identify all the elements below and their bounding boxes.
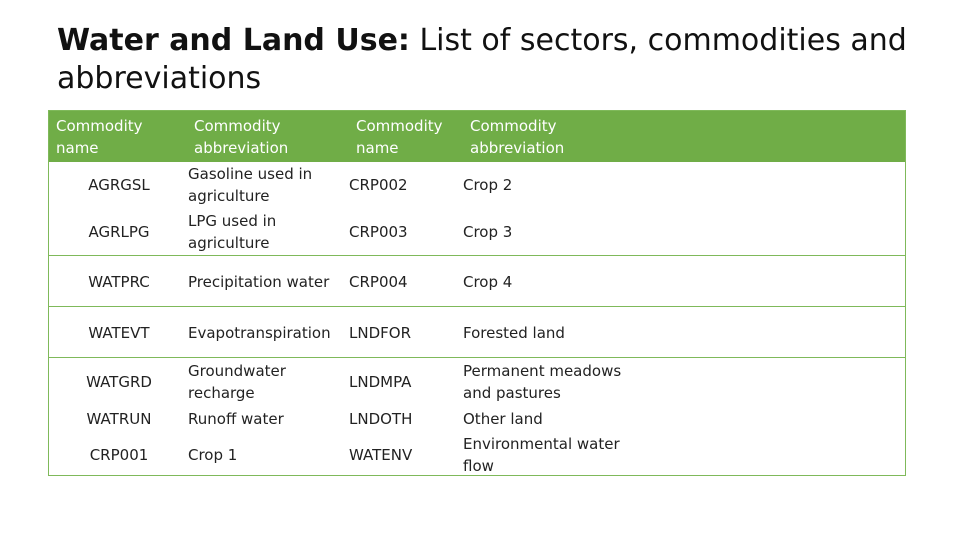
cell-description: Evapotranspiration [188,323,331,342]
header-commodity-name-2: Commodity name [356,117,443,157]
cell-code: AGRLPG [88,222,150,241]
cell-description: Crop 1 [188,446,238,464]
header-commodity-abbreviation-2: Commodity abbreviation [470,117,565,157]
cell-description: Environmental water flow [463,435,620,475]
table-header: Commodity name Commodity abbreviation Co… [49,111,905,162]
cell-code: LNDFOR [349,323,411,342]
header-commodity-abbreviation-1: Commodity abbreviation [194,117,289,157]
table-row: WATGRD Groundwater recharge LNDMPA Perma… [49,357,905,406]
cell-code: CRP004 [349,272,408,291]
cell-description: LPG used in agriculture [188,211,277,252]
cell-code: CRP003 [349,222,408,241]
cell-description: Crop 2 [463,176,513,194]
cell-description: Crop 3 [463,222,513,241]
cell-code: CRP002 [349,176,408,194]
header-commodity-name-1: Commodity name [56,117,143,157]
cell-description: Other land [463,410,543,428]
cell-code: WATPRC [88,272,150,291]
table-row: CRP001 Crop 1 WATENV Environmental water… [49,433,905,475]
title-bold: Water and Land Use: [57,23,410,58]
cell-description: Runoff water [188,410,284,428]
cell-code: AGRGSL [88,176,150,194]
commodity-table: Commodity name Commodity abbreviation Co… [48,110,906,476]
cell-code: WATENV [349,446,413,464]
cell-description: Precipitation water [188,272,330,291]
cell-code: LNDMPA [349,373,412,391]
title-rest: List of sectors, commodities and abbrevi… [57,23,907,96]
cell-code: LNDOTH [349,410,413,428]
table-row: AGRLPG LPG used in agriculture CRP003 Cr… [49,208,905,255]
cell-code: WATEVT [88,323,150,342]
cell-description: Crop 4 [463,272,513,291]
cell-description: Permanent meadows and pastures [463,362,622,402]
table-row: AGRGSL Gasoline used in agriculture CRP0… [49,162,905,208]
page-title: Water and Land Use: List of sectors, com… [57,22,917,98]
table-row: WATRUN Runoff water LNDOTH Other land [49,405,905,433]
cell-description: Forested land [463,323,565,342]
cell-description: Groundwater recharge [188,362,286,402]
table-row: WATPRC Precipitation water CRP004 Crop 4 [49,255,905,307]
cell-code: WATRUN [86,410,152,428]
cell-code: WATGRD [86,373,152,391]
cell-code: CRP001 [89,446,149,464]
table-row: WATEVT Evapotranspiration LNDFOR Foreste… [49,306,905,358]
cell-description: Gasoline used in agriculture [188,165,313,205]
